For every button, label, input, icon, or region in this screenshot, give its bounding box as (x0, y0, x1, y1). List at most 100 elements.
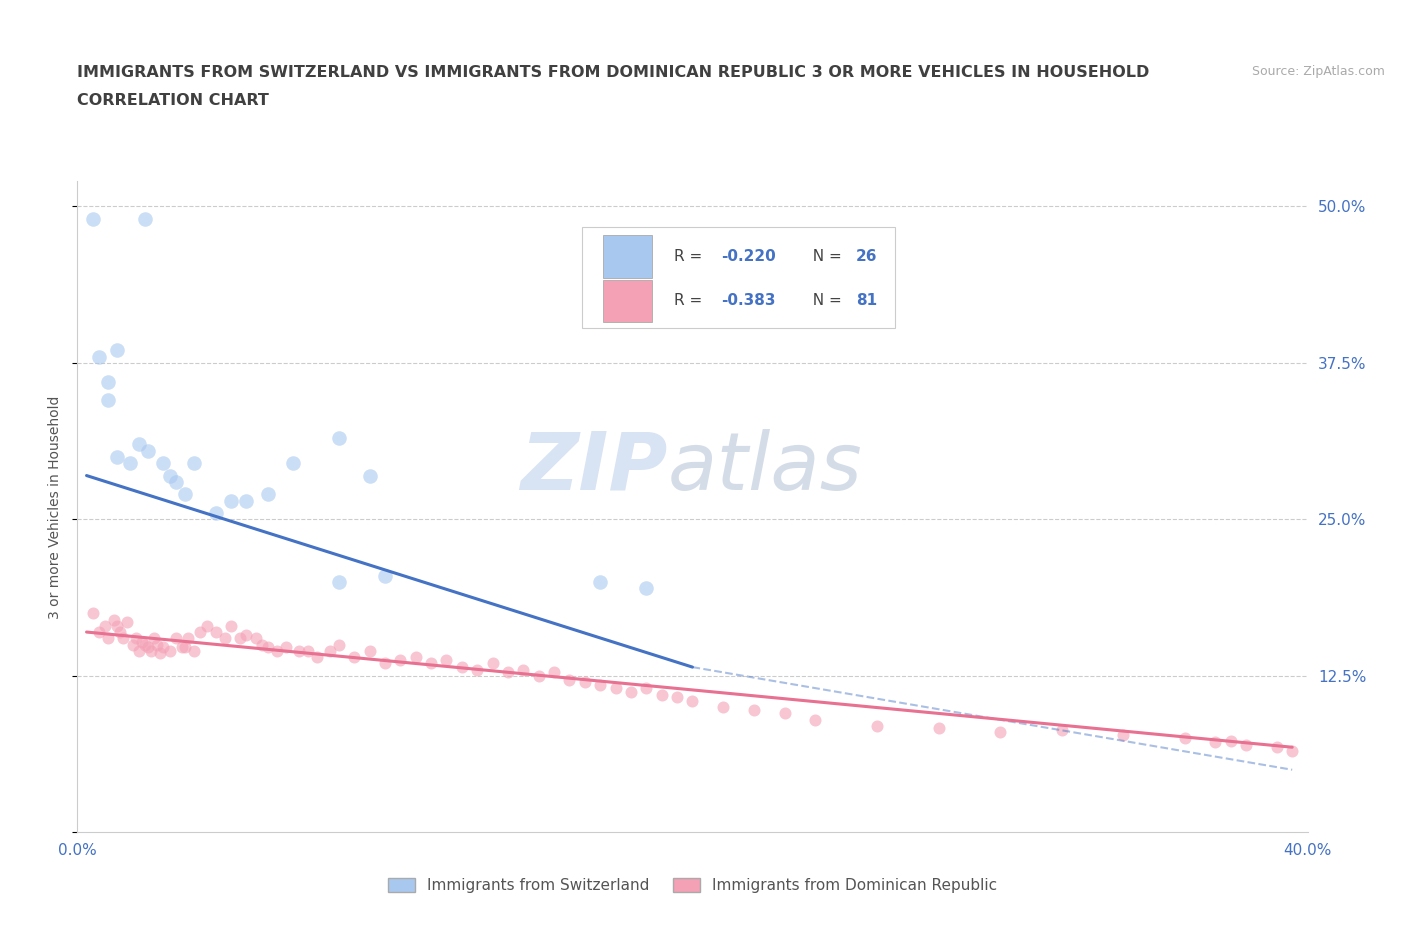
Point (177, 631, 200, 645)
Point (276, 640, 298, 655)
Point (465, 662, 488, 677)
Point (82, 211, 104, 226)
Point (481, 656, 503, 671)
Point (159, 468, 181, 483)
Point (374, 656, 396, 671)
Point (146, 637, 169, 652)
Point (115, 615, 138, 630)
Point (620, 684, 643, 699)
Text: -0.220: -0.220 (721, 249, 776, 264)
Point (589, 575, 612, 590)
Y-axis label: 3 or more Vehicles in Household: 3 or more Vehicles in Household (48, 395, 62, 618)
Point (288, 644, 311, 658)
Point (152, 640, 174, 655)
Point (988, 724, 1011, 739)
Point (804, 712, 827, 727)
Point (636, 580, 658, 596)
Point (1050, 723, 1073, 737)
Text: R =: R = (673, 249, 707, 264)
Point (149, 646, 172, 661)
Text: atlas: atlas (668, 429, 863, 507)
Point (389, 652, 412, 667)
Point (134, 637, 156, 652)
Point (682, 694, 704, 709)
Point (82, 605, 104, 620)
Text: Source: ZipAtlas.com: Source: ZipAtlas.com (1251, 65, 1385, 78)
Point (245, 631, 267, 645)
Point (250, 637, 273, 652)
Text: -0.383: -0.383 (721, 294, 775, 309)
Bar (603, 235, 652, 278)
FancyBboxPatch shape (582, 227, 896, 328)
Point (543, 665, 565, 680)
Point (1281, 744, 1303, 759)
Point (1174, 731, 1197, 746)
Text: R =: R = (673, 294, 707, 309)
Text: N =: N = (803, 294, 846, 309)
Point (328, 431, 350, 445)
Point (105, 449, 128, 464)
Point (87, 625, 110, 640)
Point (359, 468, 381, 483)
Point (1234, 737, 1257, 752)
Point (436, 652, 458, 667)
Point (257, 487, 280, 502)
Point (558, 672, 581, 687)
Point (103, 612, 125, 627)
Point (134, 211, 156, 226)
Point (174, 487, 197, 502)
Text: CORRELATION CHART: CORRELATION CHART (77, 93, 269, 108)
Text: 26: 26 (856, 249, 877, 264)
Point (928, 721, 950, 736)
Point (374, 568, 396, 583)
Point (188, 625, 212, 640)
Point (405, 650, 427, 665)
Point (420, 656, 443, 671)
Point (636, 681, 658, 696)
Point (235, 493, 257, 508)
Point (174, 640, 197, 655)
Point (589, 677, 612, 692)
Text: IMMIGRANTS FROM SWITZERLAND VS IMMIGRANTS FROM DOMINICAN REPUBLIC 3 OR MORE VEHI: IMMIGRANTS FROM SWITZERLAND VS IMMIGRANT… (77, 65, 1150, 80)
Text: ZIP: ZIP (520, 429, 668, 507)
Point (257, 640, 280, 655)
Text: N =: N = (803, 249, 846, 264)
Point (343, 650, 366, 665)
Point (281, 456, 304, 471)
Point (574, 674, 596, 689)
Point (266, 644, 288, 658)
Point (97, 393, 120, 408)
Point (328, 637, 350, 652)
Point (165, 631, 187, 645)
Point (87, 349, 110, 364)
Point (742, 702, 765, 717)
Point (94, 618, 117, 633)
Point (97, 374, 120, 389)
Legend: Immigrants from Switzerland, Immigrants from Dominican Republic: Immigrants from Switzerland, Immigrants … (381, 872, 1004, 899)
Point (219, 618, 242, 633)
Point (183, 456, 205, 471)
Point (183, 644, 205, 658)
Point (214, 631, 236, 645)
Point (297, 644, 319, 658)
Point (105, 618, 128, 633)
Point (170, 640, 193, 655)
Point (1204, 735, 1226, 750)
Point (235, 627, 257, 642)
Point (125, 631, 148, 645)
Point (527, 669, 550, 684)
Point (204, 506, 226, 521)
Point (110, 625, 132, 640)
Point (128, 644, 150, 658)
Point (318, 644, 340, 658)
Point (105, 343, 128, 358)
Point (143, 631, 166, 645)
Point (450, 659, 472, 674)
Point (159, 644, 181, 658)
Point (359, 644, 381, 658)
Point (666, 690, 689, 705)
Point (136, 443, 159, 458)
Point (1219, 734, 1241, 749)
Point (141, 644, 163, 658)
Point (195, 618, 218, 633)
